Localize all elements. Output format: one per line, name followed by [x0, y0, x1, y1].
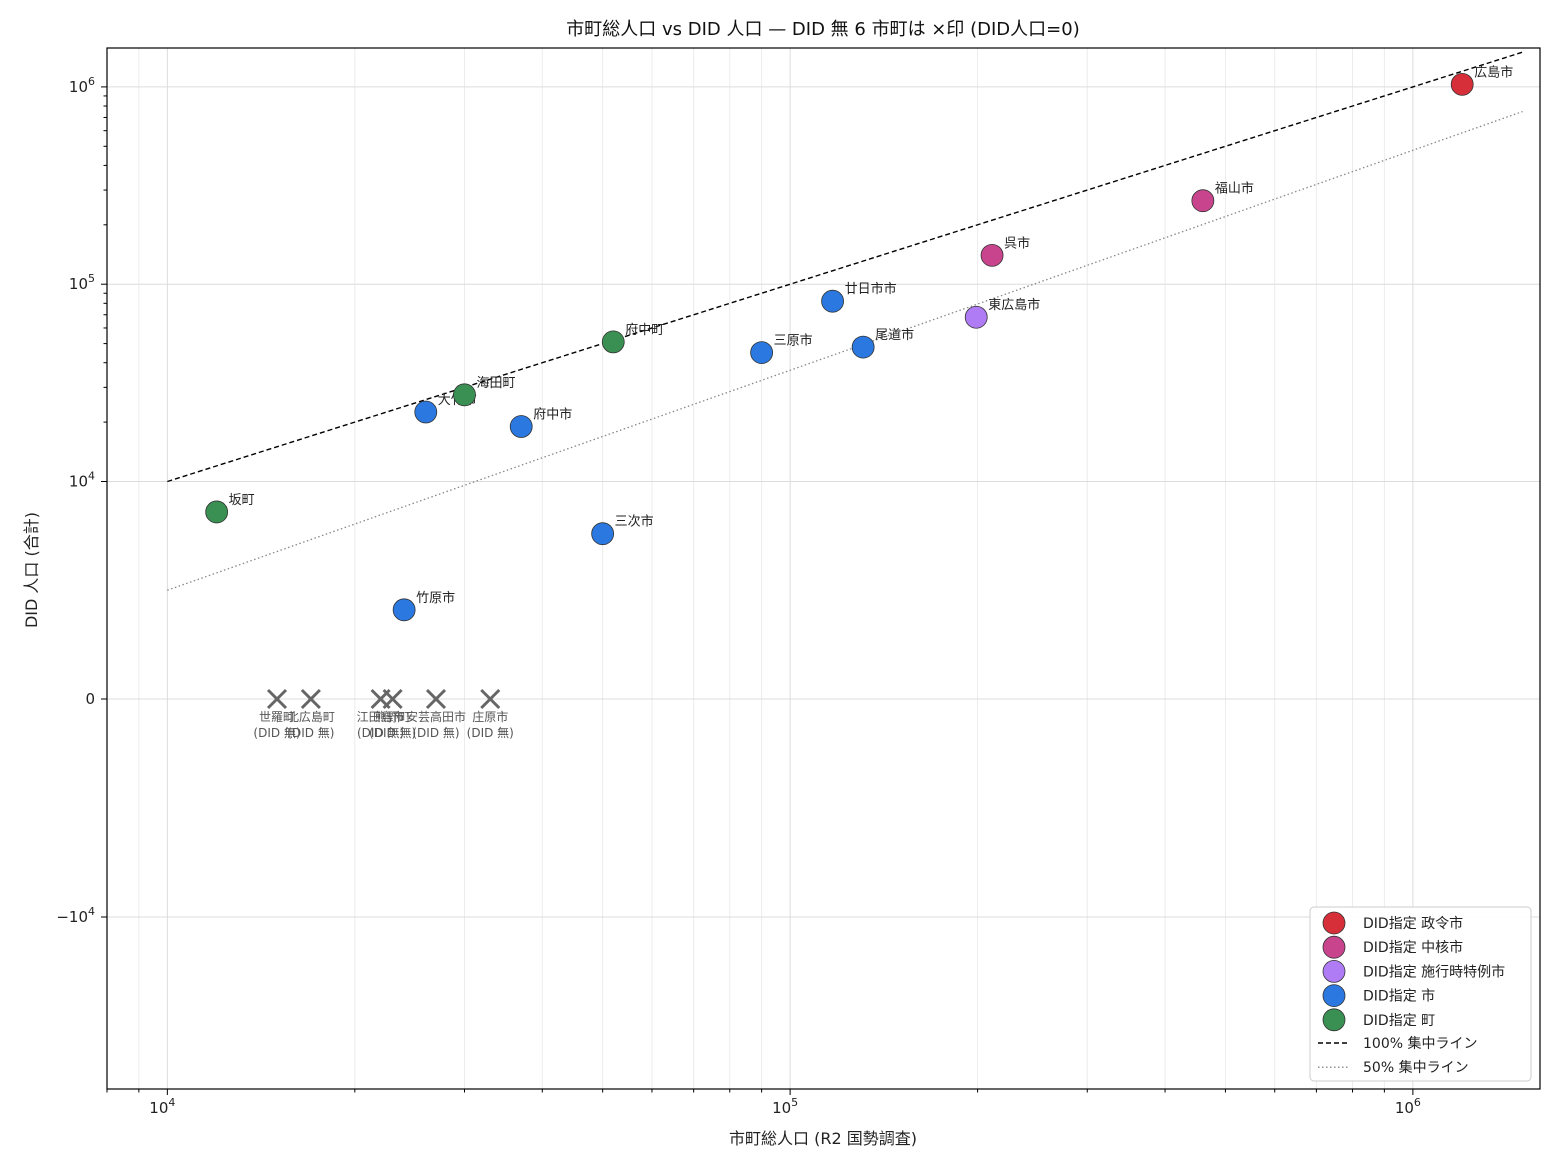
y-axis-label: DID 人口 (合計) — [22, 512, 41, 628]
data-point — [453, 383, 476, 407]
data-point — [601, 330, 625, 354]
no-did-note: (DID 無) — [287, 725, 334, 740]
point-label: 坂町 — [229, 493, 255, 508]
data-point — [1450, 72, 1474, 96]
data-points: 広島市福山市呉市東広島市廿日市市尾道市三原市府中市大竹市三次市竹原市府中町海田町… — [205, 64, 1513, 740]
no-did-note: (DID 無) — [467, 725, 514, 740]
data-point — [851, 335, 875, 359]
y-tick-label: −104 — [56, 905, 95, 926]
no-did-label: 庄原市 — [472, 709, 508, 724]
point-label: 福山市 — [1215, 181, 1254, 197]
no-did-marker — [382, 688, 403, 710]
point-label: 呉市 — [1004, 235, 1030, 251]
reference-lines — [167, 51, 1523, 591]
legend-marker — [1322, 911, 1346, 935]
data-point — [821, 289, 844, 313]
legend-label: DID指定 中核市 — [1363, 939, 1463, 956]
no-did-note: (DID 無) — [253, 725, 300, 740]
chart-title: 市町総人口 vs DID 人口 — DID 無 6 市町は ×印 (DID人口=… — [566, 19, 1079, 40]
no-did-note: (DID 無) — [412, 725, 459, 740]
legend-marker — [1322, 960, 1346, 983]
point-label: 府中市 — [533, 407, 572, 423]
legend-marker — [1322, 984, 1346, 1007]
point-label: 尾道市 — [875, 327, 914, 343]
legend-label: 100% 集中ライン — [1363, 1035, 1477, 1052]
no-did-label: 北広島町 — [287, 709, 335, 724]
legend: DID指定 政令市 DID指定 中核市 DID指定 施行時特例市 DID指定 市 DID… — [1309, 906, 1532, 1082]
no-did-marker — [480, 688, 501, 710]
no-did-marker — [266, 688, 288, 710]
legend-label: 50% 集中ライン — [1363, 1059, 1469, 1076]
data-point — [509, 415, 533, 438]
data-point — [964, 305, 988, 329]
plot-frame — [106, 47, 1541, 1090]
legend-label: DID指定 市 — [1363, 988, 1435, 1005]
legend-label: DID指定 施行時特例市 — [1363, 963, 1505, 980]
point-label: 東広島市 — [988, 297, 1040, 313]
no-did-marker — [300, 688, 321, 710]
cross-stroke — [300, 688, 321, 710]
legend-label: DID指定 政令市 — [1363, 915, 1463, 932]
data-point — [750, 341, 774, 365]
cross-stroke — [480, 688, 501, 710]
no-did-label: 熊野町 — [375, 709, 411, 724]
point-label: 広島市 — [1474, 64, 1513, 80]
legend-box — [1309, 906, 1532, 1082]
legend-marker — [1322, 1008, 1346, 1032]
no-did-note: (DID 無) — [357, 725, 404, 740]
y-tick-label: 0 — [85, 690, 95, 708]
data-point — [414, 400, 438, 424]
point-label: 竹原市 — [416, 590, 455, 606]
no-did-marker — [425, 688, 447, 710]
legend-marker — [1322, 935, 1346, 959]
legend-label: DID指定 町 — [1363, 1013, 1435, 1029]
x-axis-label: 市町総人口 (R2 国勢調査) — [729, 1129, 917, 1148]
no-did-label: 安芸高田市 — [406, 709, 466, 724]
cross-stroke — [266, 688, 288, 710]
cross-stroke — [382, 688, 403, 710]
data-point — [205, 500, 229, 524]
no-did-label: 江田島市 — [357, 709, 405, 724]
data-point — [1191, 189, 1215, 213]
point-label: 三次市 — [615, 514, 654, 530]
reference-line — [167, 51, 1523, 483]
no-did-note: (DID 無) — [369, 725, 416, 740]
data-point — [591, 522, 615, 546]
point-label: 府中町 — [625, 323, 664, 338]
point-label: 廿日市市 — [845, 281, 897, 297]
data-point — [392, 598, 416, 622]
cross-stroke — [425, 688, 447, 710]
no-did-label: 世羅町 — [259, 710, 295, 724]
point-label: 三原市 — [774, 333, 813, 349]
data-point — [980, 243, 1004, 267]
point-label: 海田町 — [476, 376, 515, 391]
